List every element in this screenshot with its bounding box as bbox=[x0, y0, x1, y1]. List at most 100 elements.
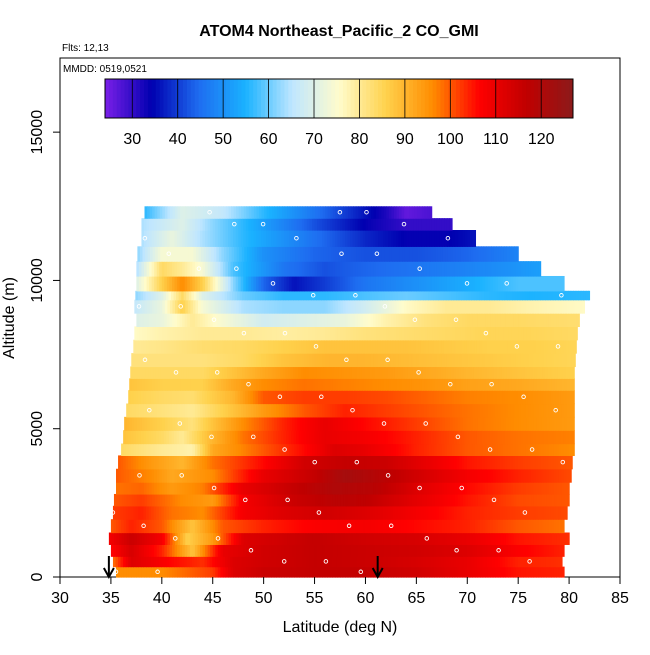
heatmap-cell bbox=[159, 493, 163, 507]
heatmap-cell bbox=[277, 366, 282, 379]
heatmap-cell bbox=[520, 566, 524, 578]
heatmap-cell bbox=[182, 482, 186, 495]
heatmap-cell bbox=[303, 430, 307, 445]
heatmap-cell bbox=[439, 403, 443, 418]
heatmap-cell bbox=[412, 366, 416, 379]
heatmap-cell bbox=[455, 378, 459, 391]
heatmap-cell bbox=[231, 299, 235, 314]
heatmap-cell bbox=[154, 275, 158, 292]
heatmap-cell bbox=[436, 468, 440, 483]
heatmap-cell bbox=[375, 230, 379, 247]
heatmap-cell bbox=[449, 275, 453, 292]
heatmap-cell bbox=[326, 339, 330, 354]
heatmap-cell bbox=[350, 230, 354, 247]
heatmap-cell bbox=[154, 326, 158, 341]
heatmap-cell bbox=[385, 353, 389, 368]
heatmap-cell bbox=[391, 378, 395, 391]
heatmap-cell bbox=[266, 544, 270, 557]
heatmap-cell bbox=[352, 519, 356, 534]
heatmap-cell bbox=[210, 493, 214, 507]
heatmap-cell bbox=[467, 532, 471, 545]
heatmap-cell bbox=[479, 556, 483, 568]
heatmap-cell bbox=[469, 339, 473, 354]
heatmap-cell bbox=[205, 532, 209, 545]
heatmap-cell bbox=[218, 246, 222, 262]
heatmap-cell bbox=[518, 544, 522, 557]
heatmap-cell bbox=[214, 390, 218, 405]
heatmap-cell bbox=[547, 290, 551, 301]
heatmap-cell bbox=[259, 493, 263, 507]
heatmap-cell bbox=[261, 519, 265, 534]
heatmap-cell bbox=[380, 339, 384, 354]
heatmap-cell bbox=[483, 378, 487, 391]
heatmap-cell bbox=[554, 416, 558, 431]
heatmap-cell bbox=[362, 566, 367, 578]
heatmap-cell bbox=[525, 544, 529, 557]
heatmap-cell bbox=[571, 430, 575, 445]
heatmap-cell bbox=[505, 519, 509, 534]
heatmap-cell bbox=[133, 544, 137, 557]
heatmap-cell bbox=[567, 532, 570, 545]
heatmap-cell bbox=[403, 390, 407, 405]
heatmap-cell bbox=[225, 544, 229, 557]
heatmap-cell bbox=[386, 378, 390, 391]
heatmap-cell bbox=[207, 403, 211, 418]
heatmap-cell bbox=[256, 378, 260, 391]
heatmap-cell bbox=[521, 416, 525, 431]
heatmap-cell bbox=[334, 313, 339, 327]
heatmap-cell bbox=[403, 313, 407, 327]
heatmap-cell bbox=[296, 556, 300, 568]
heatmap-cell bbox=[317, 566, 321, 578]
heatmap-cell bbox=[390, 519, 395, 534]
heatmap-cell bbox=[405, 339, 409, 354]
heatmap-cell bbox=[349, 556, 353, 568]
heatmap-cell bbox=[303, 366, 307, 379]
heatmap-cell bbox=[477, 566, 481, 578]
heatmap-cell bbox=[147, 206, 151, 219]
heatmap-cell bbox=[503, 246, 508, 262]
heatmap-cell bbox=[149, 416, 153, 431]
heatmap-cell bbox=[220, 299, 225, 314]
heatmap-cell bbox=[151, 505, 155, 520]
heatmap-cell bbox=[253, 482, 257, 495]
heatmap-cell bbox=[553, 430, 557, 445]
heatmap-cell bbox=[154, 261, 158, 277]
heatmap-cell bbox=[510, 566, 514, 578]
heatmap-cell bbox=[424, 443, 428, 456]
heatmap-cell bbox=[434, 299, 438, 314]
heatmap-cell bbox=[317, 230, 321, 247]
heatmap-cell bbox=[529, 366, 534, 379]
sample-point bbox=[173, 536, 178, 541]
heatmap-cell bbox=[264, 378, 268, 391]
heatmap-cell bbox=[176, 556, 180, 568]
heatmap-cell bbox=[179, 403, 183, 418]
heatmap-cell bbox=[570, 366, 574, 379]
heatmap-cell bbox=[340, 353, 344, 368]
heatmap-cell bbox=[319, 218, 323, 231]
heatmap-cell bbox=[317, 299, 321, 314]
heatmap-cell bbox=[192, 218, 196, 231]
heatmap-cell bbox=[181, 556, 185, 568]
heatmap-cell bbox=[442, 532, 446, 545]
heatmap-cell bbox=[203, 416, 207, 431]
heatmap-cell bbox=[230, 353, 234, 368]
heatmap-cell bbox=[156, 455, 160, 470]
heatmap-cell bbox=[312, 519, 316, 534]
heatmap-cell bbox=[476, 505, 481, 520]
heatmap-cell bbox=[508, 468, 512, 483]
heatmap-cell bbox=[235, 544, 239, 557]
heatmap-cell bbox=[388, 566, 392, 578]
heatmap-cell bbox=[416, 353, 420, 368]
heatmap-cell bbox=[479, 505, 483, 520]
heatmap-cell bbox=[131, 532, 135, 545]
heatmap-cell bbox=[235, 261, 239, 277]
heatmap-cell bbox=[314, 505, 318, 520]
heatmap-cell bbox=[248, 493, 253, 507]
heatmap-cell bbox=[253, 261, 257, 277]
heatmap-cell bbox=[496, 290, 500, 301]
heatmap-cell bbox=[197, 218, 201, 231]
heatmap-cell bbox=[452, 261, 456, 277]
heatmap-cell bbox=[416, 566, 420, 578]
heatmap-cell bbox=[194, 353, 199, 368]
heatmap-cell bbox=[467, 416, 471, 431]
